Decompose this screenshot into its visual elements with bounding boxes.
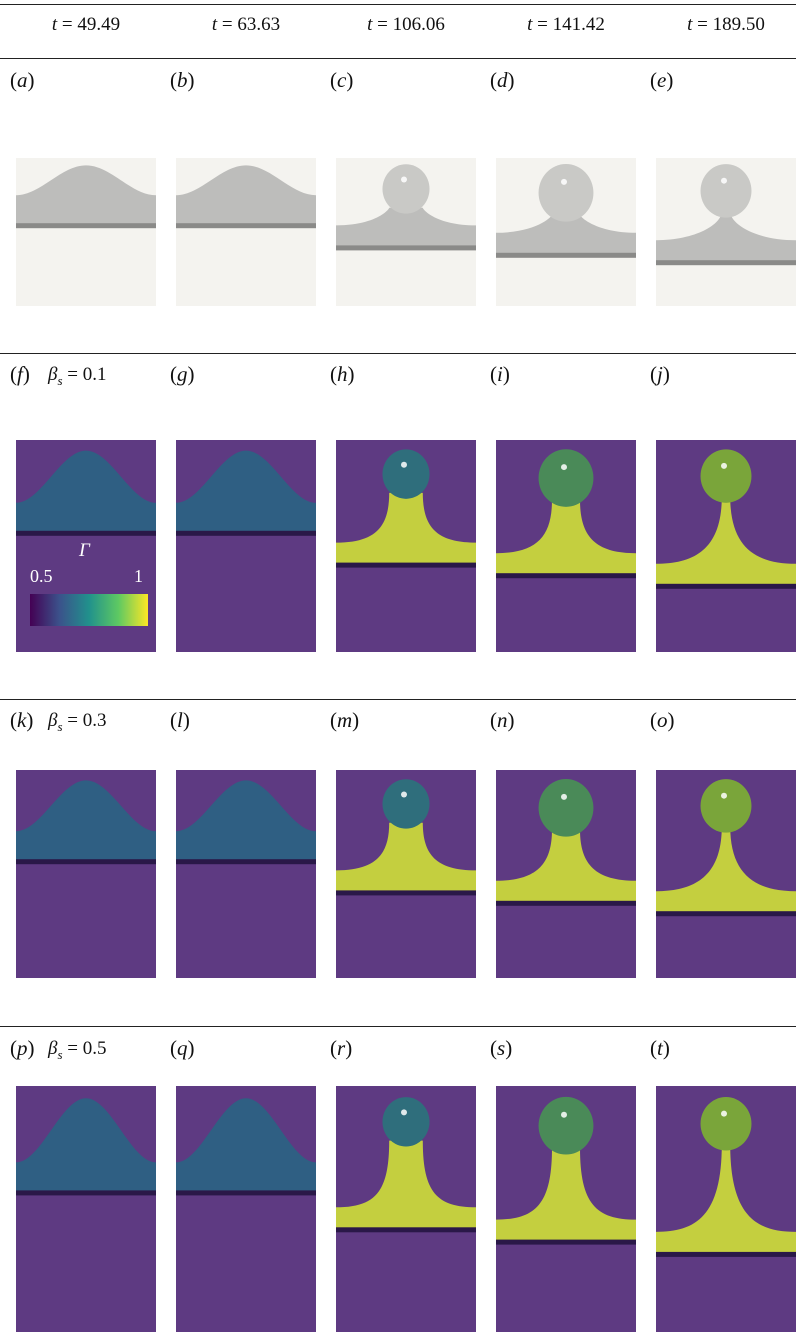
- time-header-4: t = 141.42: [527, 14, 605, 35]
- panel-label-d: (d): [490, 68, 515, 92]
- panel-g: [176, 440, 316, 652]
- panel-label-i: (i): [490, 362, 510, 386]
- panel-m: [336, 770, 476, 978]
- colorbar: Γ 0.5 1: [30, 540, 148, 632]
- colorbar-min: 0.5: [30, 566, 53, 586]
- panel-d: [496, 158, 636, 306]
- time-header-1: t = 49.49: [51, 14, 121, 35]
- beta-annotation-row-4: βs = 0.5: [48, 1038, 107, 1062]
- panel-c: [336, 158, 476, 306]
- panel-k: [16, 770, 156, 978]
- panel-q: [176, 1086, 316, 1332]
- panel-label-s: (s): [490, 1036, 513, 1060]
- panel-n: [496, 770, 636, 978]
- row-rule-2: [0, 353, 796, 354]
- panel-a: [16, 158, 156, 306]
- panel-label-j: (j): [650, 362, 670, 386]
- panel-t: [656, 1086, 796, 1332]
- panel-j: [656, 440, 796, 652]
- beta-annotation-row-2: βs = 0.1: [48, 364, 107, 388]
- header-rule: [0, 58, 796, 59]
- time-header-5: t = 189.50: [687, 14, 765, 35]
- panel-o: [656, 770, 796, 978]
- panel-label-h: (h): [330, 362, 355, 386]
- panel-label-g: (g): [170, 362, 195, 386]
- panel-label-n: (n): [490, 708, 515, 732]
- colorbar-symbol: Γ: [79, 540, 90, 561]
- top-rule: [0, 4, 796, 5]
- panel-label-b: (b): [170, 68, 195, 92]
- panel-s: [496, 1086, 636, 1332]
- colorbar-gradient: [30, 594, 148, 626]
- panel-label-m: (m): [330, 708, 360, 732]
- panel-label-p: (p): [10, 1036, 35, 1060]
- row-rule-3: [0, 699, 796, 700]
- panel-l: [176, 770, 316, 978]
- beta-annotation-row-3: βs = 0.3: [48, 710, 107, 734]
- panel-e: [656, 158, 796, 306]
- panel-p: [16, 1086, 156, 1332]
- panel-h: [336, 440, 476, 652]
- time-header-2: t = 63.63: [211, 14, 281, 35]
- row-rule-4: [0, 1026, 796, 1027]
- colorbar-max: 1: [134, 566, 143, 586]
- panel-label-r: (r): [330, 1036, 353, 1060]
- panel-label-a: (a): [10, 68, 35, 92]
- panel-label-e: (e): [650, 68, 674, 92]
- panel-label-c: (c): [330, 68, 354, 92]
- panel-label-q: (q): [170, 1036, 195, 1060]
- panel-label-o: (o): [650, 708, 675, 732]
- panel-i: [496, 440, 636, 652]
- panel-b: [176, 158, 316, 306]
- panel-label-l: (l): [170, 708, 190, 732]
- panel-r: [336, 1086, 476, 1332]
- panel-label-k: (k): [10, 708, 34, 732]
- time-header-3: t = 106.06: [367, 14, 445, 35]
- panel-label-f: (f): [10, 362, 30, 386]
- panel-label-t: (t): [650, 1036, 670, 1060]
